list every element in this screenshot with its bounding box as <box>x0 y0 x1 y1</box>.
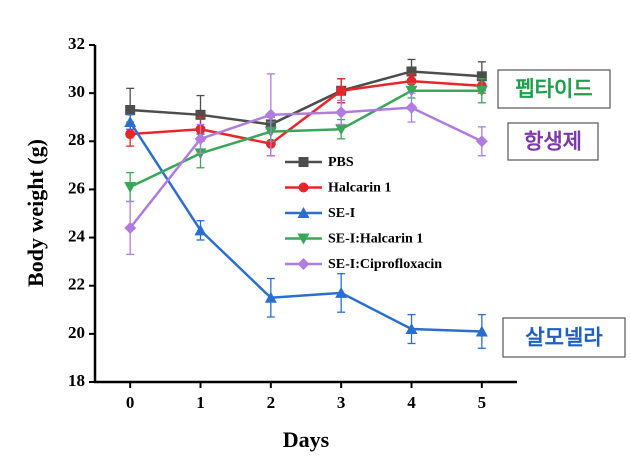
marker <box>335 124 348 136</box>
x-axis-label: Days <box>283 427 330 452</box>
legend-label: SE-I:Halcarin 1 <box>328 232 423 247</box>
y-tick-label: 32 <box>68 34 85 53</box>
x-tick-label: 2 <box>267 393 276 412</box>
x-tick-label: 1 <box>196 393 205 412</box>
marker <box>405 101 418 114</box>
marker <box>125 129 136 140</box>
marker <box>335 286 348 298</box>
marker <box>195 109 206 120</box>
y-tick-label: 20 <box>68 323 85 342</box>
marker <box>405 85 418 97</box>
legend-marker <box>297 207 310 218</box>
marker <box>264 291 277 303</box>
series-line <box>129 89 482 189</box>
legend-label: Halcarin 1 <box>328 181 391 196</box>
marker <box>476 71 487 82</box>
y-tick-label: 24 <box>68 226 86 245</box>
series-line <box>130 70 482 126</box>
marker <box>194 224 207 236</box>
marker <box>124 182 137 194</box>
marker <box>125 104 136 115</box>
x-tick-label: 3 <box>337 393 346 412</box>
marker <box>336 85 347 96</box>
y-axis-label: Body weight (g) <box>23 139 48 287</box>
legend-marker <box>297 233 310 245</box>
series-line <box>129 121 482 333</box>
marker <box>405 323 418 335</box>
y-tick-label: 26 <box>68 178 85 197</box>
y-tick-label: 18 <box>68 371 85 390</box>
series-line <box>129 106 483 229</box>
annotation-box <box>497 69 611 109</box>
y-tick-label: 28 <box>68 130 85 149</box>
marker <box>124 221 137 234</box>
annotation: 펩타이드 <box>515 77 592 101</box>
marker <box>264 108 277 121</box>
x-tick-label: 5 <box>478 393 487 412</box>
legend-marker <box>298 157 309 167</box>
annotation-box <box>502 317 626 358</box>
annotation: 살모넬라 <box>525 326 603 350</box>
x-tick-label: 4 <box>407 393 416 412</box>
annotation: 항생제 <box>524 130 582 154</box>
legend-label: PBS <box>328 155 354 170</box>
legend-label: SE-I:Ciprofloxacin <box>328 257 442 272</box>
marker <box>475 325 488 337</box>
y-tick-label: 30 <box>68 82 85 101</box>
x-tick-label: 0 <box>126 393 135 412</box>
marker <box>406 66 417 77</box>
legend-marker <box>298 182 309 193</box>
annotation-box <box>507 122 599 161</box>
legend-marker <box>297 258 310 270</box>
y-tick-label: 22 <box>68 275 85 294</box>
marker <box>475 135 488 148</box>
marker <box>124 116 137 128</box>
marker <box>194 132 207 145</box>
legend-label: SE-I <box>328 206 355 221</box>
series-line <box>130 79 482 146</box>
marker <box>475 85 488 97</box>
marker <box>335 106 348 119</box>
